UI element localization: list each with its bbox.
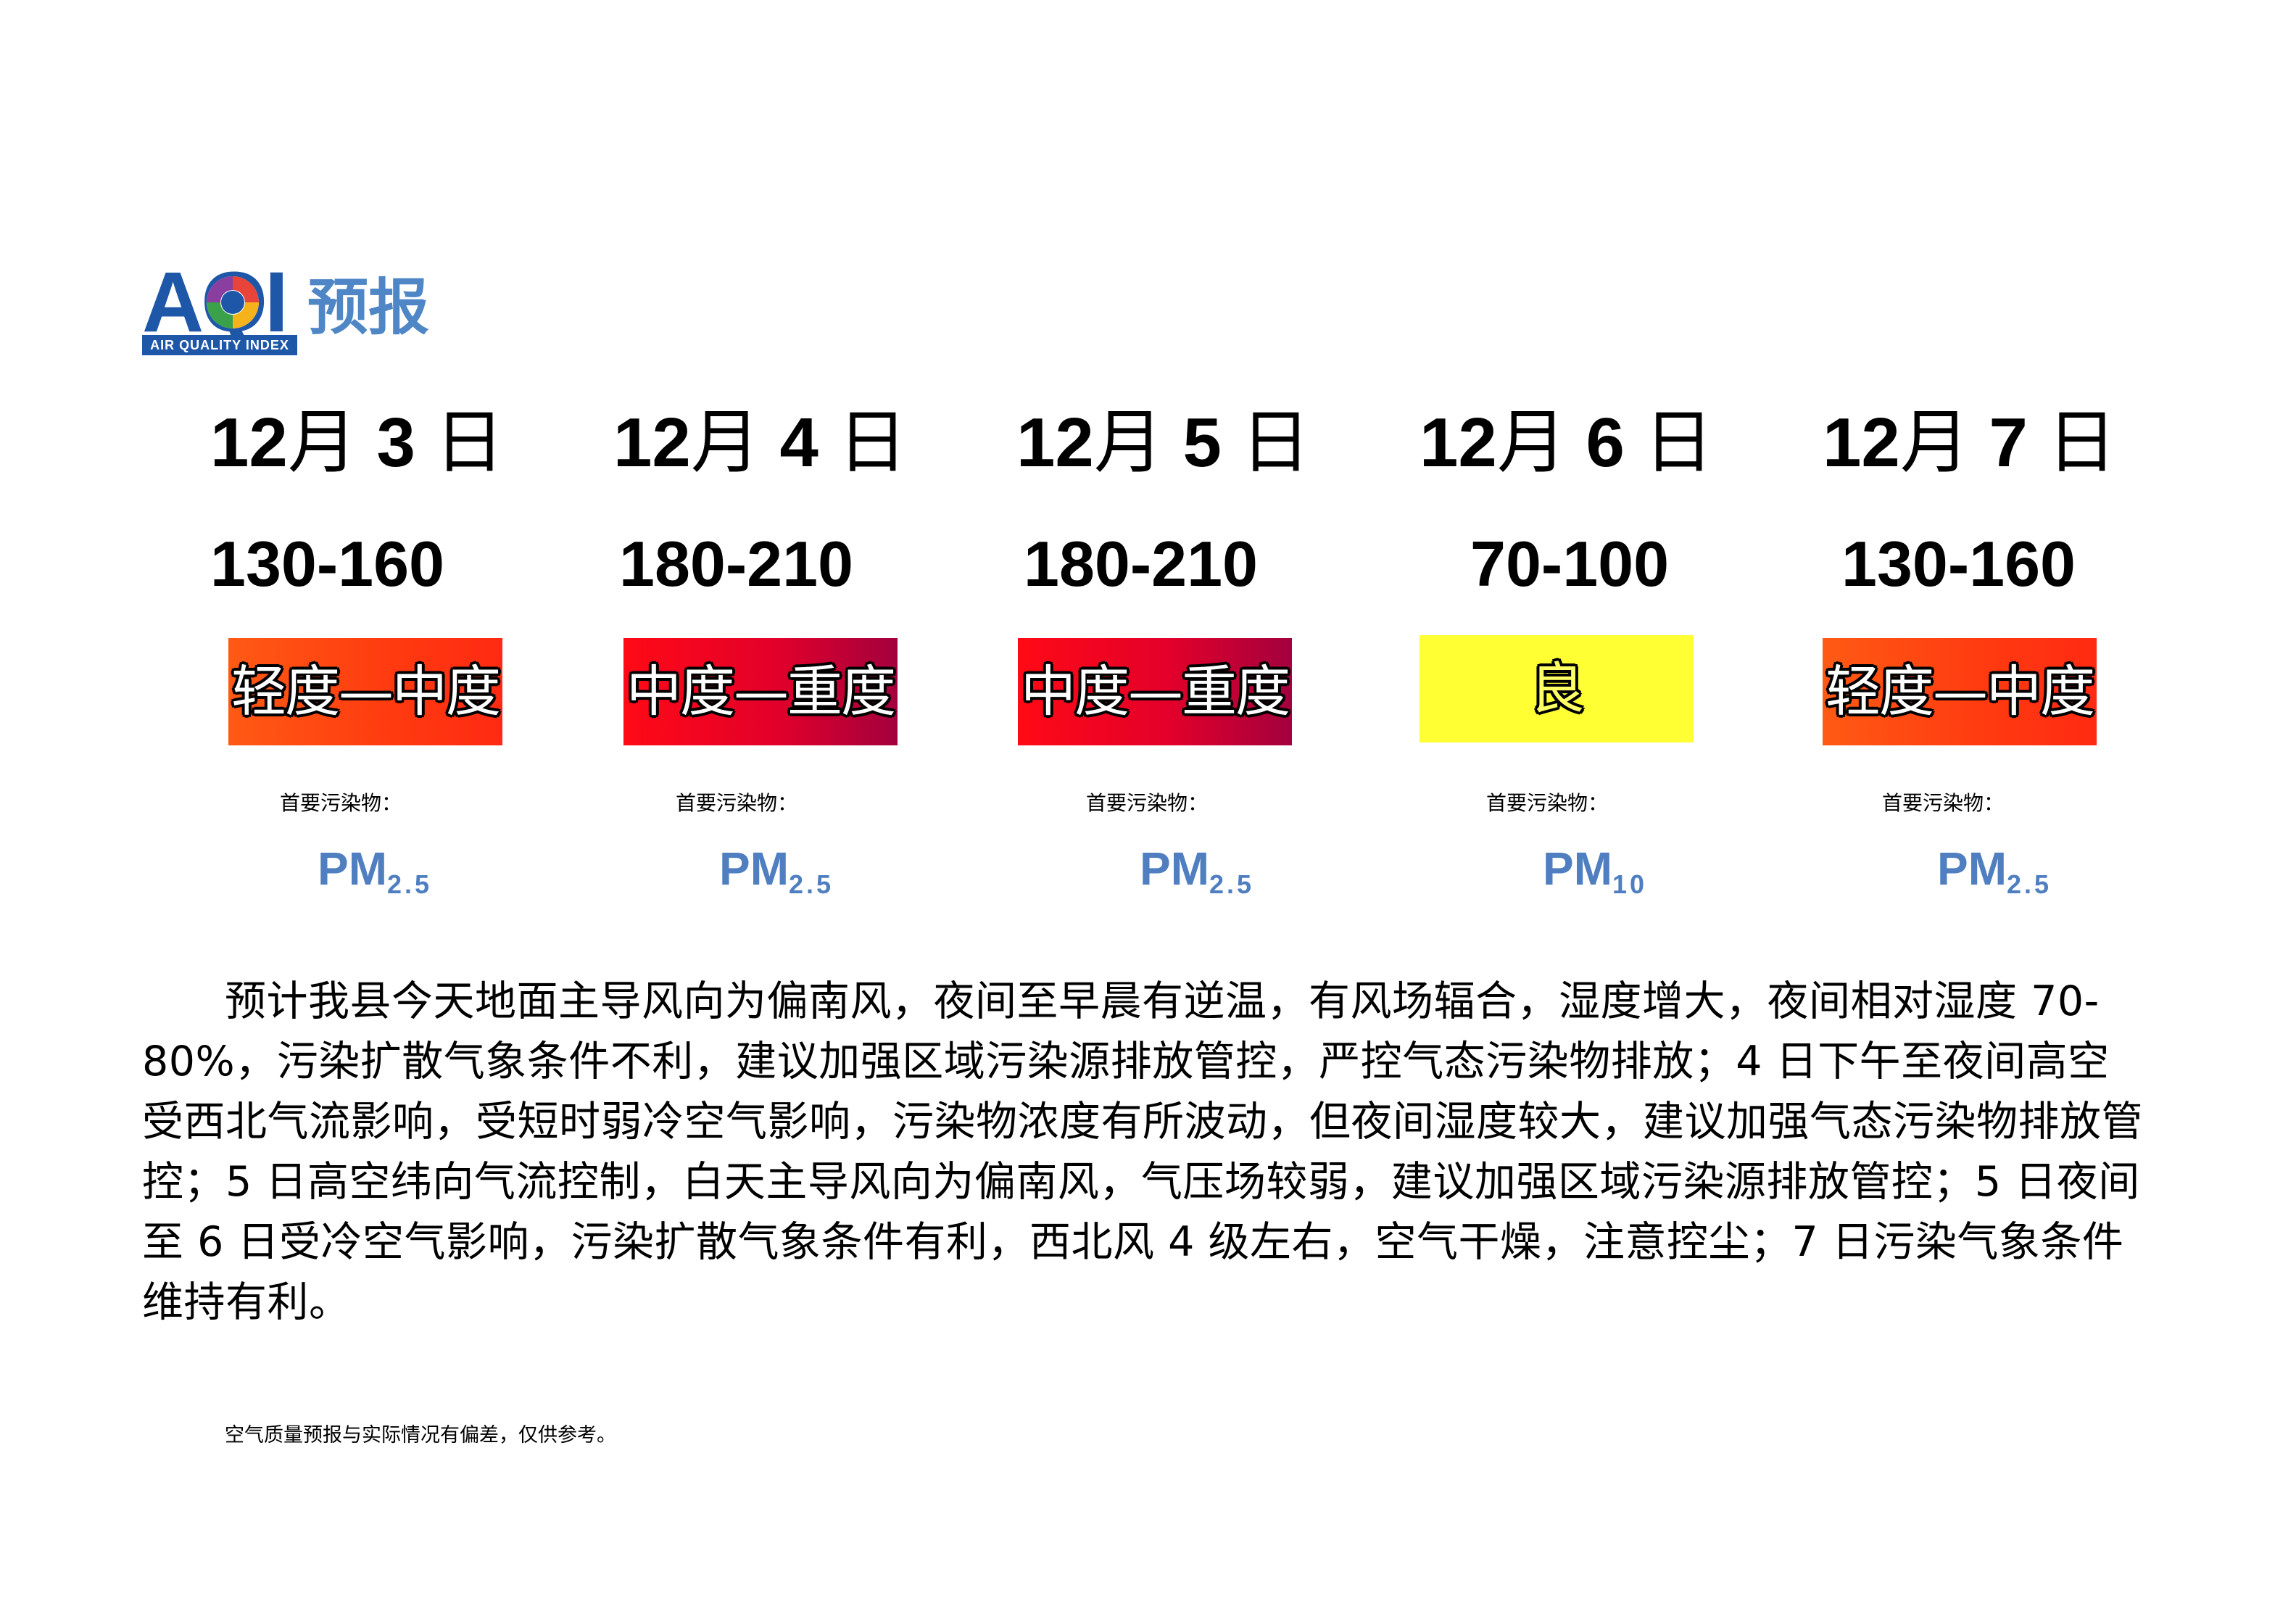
aqi-range: 180-210 bbox=[619, 528, 853, 600]
aqi-range: 130-160 bbox=[1841, 528, 2076, 600]
globe-icon bbox=[207, 276, 259, 328]
disclaimer: 空气质量预报与实际情况有偏差，仅供参考。 bbox=[225, 1424, 616, 1447]
level-badge: 中度—重度 bbox=[623, 638, 898, 745]
forecast-day-2: 12月 4 日 180-210 中度—重度 首要污染物： PM2.5 bbox=[613, 399, 990, 906]
level-badge: 轻度—中度 bbox=[228, 638, 502, 745]
forecast-day-1: 12月 3 日 130-160 轻度—中度 首要污染物： PM2.5 bbox=[210, 399, 587, 906]
aqi-range: 70-100 bbox=[1470, 528, 1670, 600]
level-badge: 中度—重度 bbox=[1018, 638, 1292, 745]
primary-pollutant: PM2.5 bbox=[318, 843, 433, 899]
date: 12月 4 日 bbox=[613, 402, 908, 483]
pollutant-label: 首要污染物： bbox=[1086, 791, 1209, 815]
primary-pollutant: PM2.5 bbox=[1140, 843, 1255, 899]
level-badge: 轻度—中度 bbox=[1823, 638, 2097, 745]
forecast-day-5: 12月 7 日 130-160 轻度—中度 首要污染物： PM2.5 bbox=[1823, 399, 2200, 906]
primary-pollutant: PM2.5 bbox=[719, 843, 834, 899]
aqi-range: 130-160 bbox=[210, 528, 444, 600]
level-badge: 良 bbox=[1420, 635, 1694, 742]
page-title: 预报 bbox=[307, 272, 430, 343]
date: 12月 5 日 bbox=[1016, 402, 1311, 483]
date: 12月 6 日 bbox=[1420, 402, 1714, 483]
pollutant-label: 首要污染物： bbox=[676, 791, 798, 815]
forecast-description: 预计我县今天地面主导风向为偏南风，夜间至早晨有逆温，有风场辐合，湿度增大，夜间相… bbox=[142, 977, 2143, 1326]
primary-pollutant: PM2.5 bbox=[1937, 843, 2052, 899]
forecast-day-4: 12月 6 日 70-100 良 首要污染物： PM10 bbox=[1420, 399, 1796, 906]
pollutant-label: 首要污染物： bbox=[1486, 791, 1609, 815]
date: 12月 7 日 bbox=[1823, 402, 2117, 483]
aqi-range: 180-210 bbox=[1024, 528, 1258, 600]
primary-pollutant: PM10 bbox=[1543, 843, 1648, 899]
date: 12月 3 日 bbox=[210, 402, 505, 483]
forecast-day-3: 12月 5 日 180-210 中度—重度 首要污染物： PM2.5 bbox=[1016, 399, 1393, 906]
pollutant-label: 首要污染物： bbox=[280, 791, 402, 815]
pollutant-label: 首要污染物： bbox=[1882, 791, 2005, 815]
aqi-logo: AQI AIR QUALITY INDEX 预报 bbox=[142, 260, 447, 357]
logo-subtitle: AIR QUALITY INDEX bbox=[142, 335, 297, 355]
